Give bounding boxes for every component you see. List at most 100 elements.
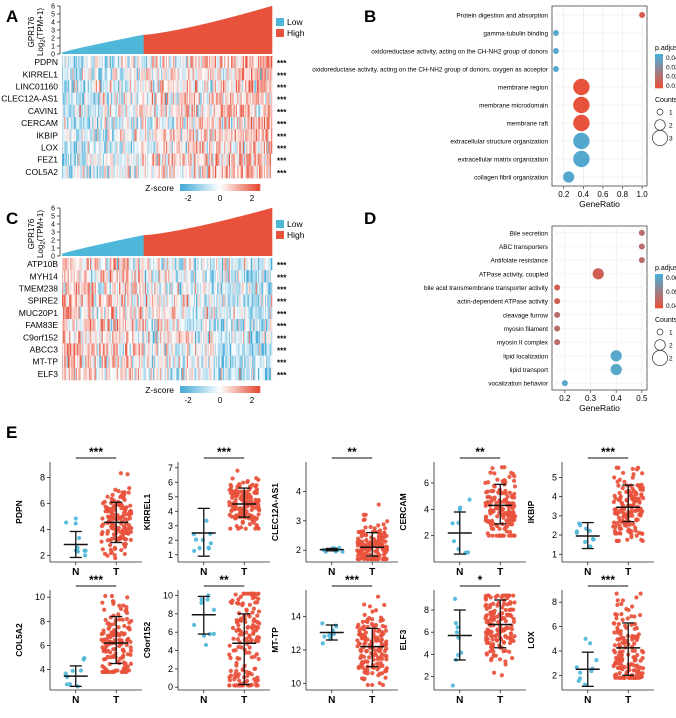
e-data-point bbox=[84, 549, 88, 553]
heatmap-cell bbox=[271, 80, 272, 93]
counts-tick-label: 2 bbox=[669, 123, 673, 130]
counts-legend-circle bbox=[657, 109, 663, 115]
term-label: actin-dependent ATPase activity bbox=[457, 299, 549, 306]
e-data-point bbox=[207, 546, 211, 550]
heatmap-row-sig: *** bbox=[277, 371, 287, 380]
zscore-gradient-stop bbox=[180, 184, 182, 191]
zscore-gradient-stop bbox=[180, 386, 182, 393]
heatmap-cell bbox=[271, 258, 272, 271]
bar-ytick-label: 1 bbox=[51, 44, 55, 51]
bar-ylabel-unit: Log2(TPM+1) bbox=[36, 8, 47, 56]
padj-tick-label: 0.04 bbox=[666, 303, 676, 310]
heatmap-cell bbox=[271, 343, 272, 356]
term-label: lipid transport bbox=[510, 367, 549, 374]
term-dot bbox=[593, 268, 604, 279]
e-group-label: N bbox=[200, 567, 207, 578]
counts-legend-circle bbox=[657, 329, 663, 335]
zscore-gradient-stop bbox=[248, 184, 250, 191]
e-data-point bbox=[376, 523, 380, 527]
e-group-label: T bbox=[369, 567, 375, 578]
e-data-point bbox=[125, 472, 129, 476]
e-data-point bbox=[507, 475, 511, 479]
e-data-point bbox=[364, 533, 368, 537]
zscore-gradient-stop bbox=[234, 386, 236, 393]
e-group-label: T bbox=[113, 567, 119, 578]
e-data-point bbox=[231, 492, 235, 496]
heatmap-row-sig: *** bbox=[277, 132, 287, 141]
ylabel-log: Log bbox=[36, 245, 45, 258]
zscore-gradient-stop bbox=[220, 386, 222, 393]
e-data-point bbox=[359, 534, 363, 538]
zscore-gradient-stop bbox=[182, 386, 184, 393]
e-group-label: N bbox=[72, 567, 79, 578]
e-data-point bbox=[124, 542, 128, 546]
e-data-point bbox=[230, 476, 234, 480]
legend-label-low: Low bbox=[287, 219, 303, 229]
e-data-point bbox=[363, 525, 367, 529]
e-data-point bbox=[125, 531, 129, 535]
e-data-point bbox=[121, 495, 125, 499]
heatmap-row-sig: *** bbox=[277, 273, 287, 282]
term-dot bbox=[553, 66, 559, 72]
xtick-label: 0.8 bbox=[617, 190, 629, 199]
e-data-point bbox=[101, 547, 105, 551]
e-data-point bbox=[120, 490, 124, 494]
zscore-gradient-stop bbox=[212, 386, 214, 393]
heatmap-row-label: LOX bbox=[41, 143, 58, 153]
e-data-point bbox=[256, 512, 260, 516]
heatmap-cell bbox=[271, 282, 272, 295]
heatmap-row-sig: *** bbox=[277, 145, 287, 154]
e-data-point bbox=[234, 494, 238, 498]
term-label: cleavage furrow bbox=[503, 312, 548, 319]
zscore-gradient-stop bbox=[224, 184, 226, 191]
counts-tick-label: 2 bbox=[669, 356, 673, 363]
zscore-gradient-stop bbox=[252, 386, 254, 393]
legend-swatch-low bbox=[276, 220, 284, 228]
term-dot bbox=[611, 364, 622, 375]
heatmap-cell bbox=[271, 93, 272, 106]
e-ytick-label: 4 bbox=[168, 506, 173, 516]
heatmap-cell bbox=[271, 141, 272, 154]
e-data-point bbox=[381, 538, 385, 542]
heatmap-row-label: COL5A2 bbox=[25, 167, 58, 177]
heatmap-row-label: IKBIP bbox=[36, 130, 58, 140]
xtick-label: 0.4 bbox=[578, 190, 590, 199]
e-data-point bbox=[113, 556, 117, 560]
padj-tick-label: 0.06 bbox=[666, 275, 676, 282]
zscore-gradient-stop bbox=[228, 386, 230, 393]
legend-swatch-high bbox=[276, 29, 284, 37]
bar-ytick-label: 4 bbox=[51, 20, 55, 27]
heatmap-cell bbox=[271, 117, 272, 130]
zscore-gradient-stop bbox=[194, 184, 196, 191]
e-data-point bbox=[117, 537, 121, 541]
e-data-point bbox=[372, 557, 376, 561]
heatmap-row-label: SPIRE2 bbox=[28, 296, 59, 306]
zscore-gradient-stop bbox=[256, 386, 258, 393]
counts-tick-label: 1 bbox=[669, 110, 673, 117]
e-data-point bbox=[250, 508, 254, 512]
e-data-point bbox=[119, 471, 123, 475]
zscore-gradient-stop bbox=[200, 184, 202, 191]
term-dot bbox=[553, 48, 559, 54]
padj-gradient-stop bbox=[655, 68, 663, 70]
e-ytick-label: 2 bbox=[424, 531, 429, 541]
zscore-gradient-stop bbox=[224, 386, 226, 393]
zscore-gradient-stop bbox=[198, 184, 200, 191]
e-ytick-label: 4 bbox=[424, 504, 429, 514]
zscore-gradient-stop bbox=[246, 184, 248, 191]
term-label: bile acid transmembrane transporter acti… bbox=[424, 285, 549, 292]
term-dot bbox=[554, 339, 560, 345]
ylabel-log: Log bbox=[36, 43, 45, 56]
bar-ytick-label: 4 bbox=[51, 222, 55, 229]
counts-tick-label: 2 bbox=[669, 343, 673, 350]
zscore-gradient-stop bbox=[190, 386, 192, 393]
e-ytick-label: 4 bbox=[40, 525, 45, 535]
padj-gradient-stop bbox=[655, 81, 663, 83]
e-data-point bbox=[362, 553, 366, 557]
bar-ylabel-gene: GPR176 bbox=[27, 218, 36, 249]
heatmap-row-label: LINC01160 bbox=[16, 82, 59, 92]
padj-gradient-stop bbox=[655, 73, 663, 75]
term-dot bbox=[562, 380, 568, 386]
zscore-gradient-stop bbox=[218, 184, 220, 191]
e-data-point bbox=[235, 524, 239, 528]
